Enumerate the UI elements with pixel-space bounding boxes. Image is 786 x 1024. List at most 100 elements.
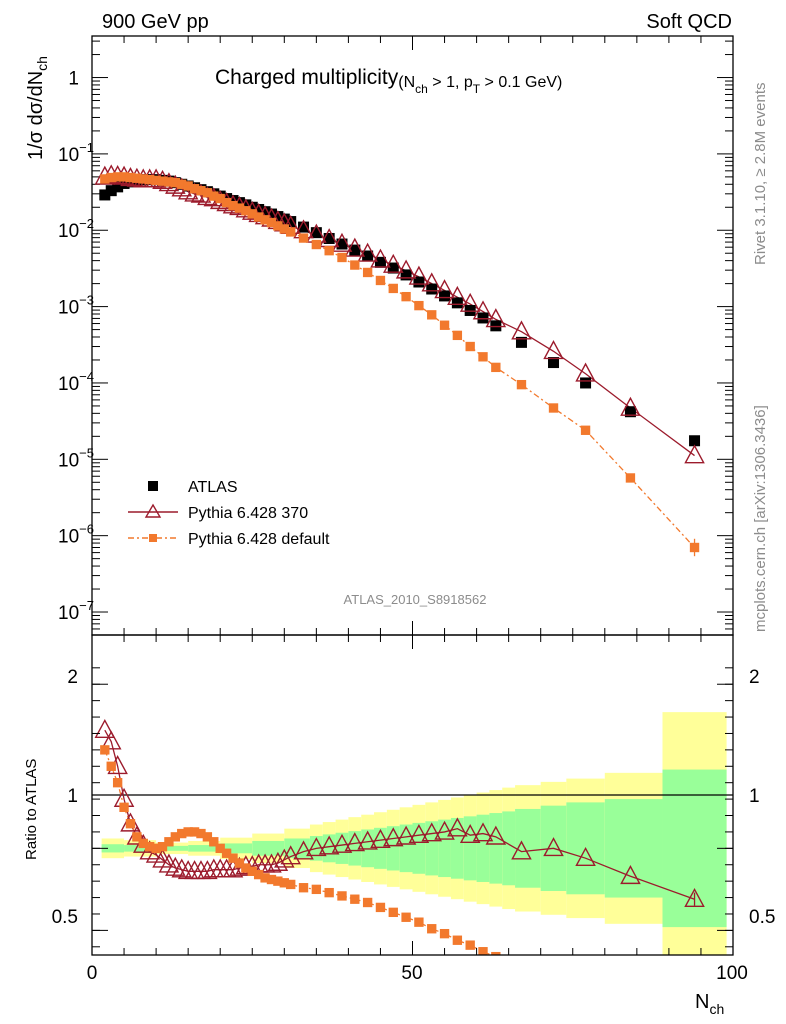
ratio-point-p370-14 xyxy=(171,858,193,878)
ratio-point-pdef-8 xyxy=(138,838,148,849)
point-atlas-53 xyxy=(426,283,438,295)
ratio-ytick-1-left: 1 xyxy=(67,786,78,807)
main-ytick-label: 10−7 xyxy=(58,598,94,624)
ratio-point-pdef-5 xyxy=(119,802,129,812)
ratio-point-p370-72 xyxy=(543,837,564,857)
point-pdef-45 xyxy=(375,275,386,286)
point-pdef-25 xyxy=(247,209,257,219)
band-green-3 xyxy=(188,845,221,852)
point-pdef-6 xyxy=(125,172,136,183)
main-y-tick-labels: 1 10−1 10−2 10−3 10−4 10−5 10−6 10−7 xyxy=(58,69,94,624)
point-atlas-45 xyxy=(374,256,386,268)
ratio-point-pdef-49 xyxy=(401,912,411,922)
ratio-point-pdef-15 xyxy=(183,827,193,837)
ratio-point-pdef-61 xyxy=(478,947,488,955)
main-ytick-label: 10−2 xyxy=(58,216,94,242)
point-atlas-27 xyxy=(259,206,271,218)
point-atlas-61 xyxy=(477,312,489,324)
point-p370-67 xyxy=(511,320,532,340)
point-atlas-25 xyxy=(246,201,258,213)
point-p370-45 xyxy=(370,248,391,268)
band-green-13 xyxy=(386,826,400,871)
ratio-point-pdef-7 xyxy=(132,832,142,842)
ratio-point-p370-47 xyxy=(382,827,404,847)
ratio-point-pdef-55 xyxy=(439,928,450,939)
ratio-point-p370-57 xyxy=(447,817,468,837)
band-green-20 xyxy=(476,814,490,882)
point-pdef-53 xyxy=(427,310,437,320)
ratio-point-pdef-31 xyxy=(286,879,296,890)
point-pdef-20 xyxy=(215,193,225,204)
point-pdef-49 xyxy=(401,291,411,302)
ratio-ytick-2-right: 2 xyxy=(749,667,760,688)
ratio-axis-ticks xyxy=(91,635,734,955)
point-pdef-33 xyxy=(298,233,309,243)
point-pdef-9 xyxy=(145,174,155,185)
point-p370-47 xyxy=(382,253,404,273)
ratio-point-p370-39 xyxy=(331,833,353,853)
point-atlas-41 xyxy=(349,244,361,256)
ratio-point-pdef-33 xyxy=(298,883,309,893)
ratio-point-pdef-57 xyxy=(452,935,463,945)
ratio-point-pdef-63 xyxy=(491,951,501,955)
point-pdef-2 xyxy=(100,174,110,184)
point-pdef-55 xyxy=(439,320,450,330)
mcplots-label: mcplots.cern.ch [arXiv:1306.3436] xyxy=(752,405,769,632)
ratio-point-pdef-20 xyxy=(215,843,225,854)
point-pdef-57 xyxy=(452,330,463,341)
point-pdef-23 xyxy=(234,203,245,213)
main-title-text: Charged multiplicity xyxy=(215,66,399,89)
band-green-15 xyxy=(412,822,426,874)
legend-label-pdef: Pythia 6.428 default xyxy=(188,531,330,548)
x-axis-label: Nch xyxy=(695,991,724,1017)
main-ytick-label: 10−5 xyxy=(58,445,94,471)
main-axis-ticks xyxy=(91,36,734,636)
point-pdef-8 xyxy=(138,174,148,184)
legend-marker-p370 xyxy=(144,503,162,518)
band-green-16 xyxy=(425,821,439,876)
ratio-point-p370-18 xyxy=(197,860,218,880)
ratio-point-pdef-9 xyxy=(145,842,155,852)
point-atlas-29 xyxy=(272,211,284,223)
point-p370-49 xyxy=(395,259,417,279)
point-pdef-61 xyxy=(478,352,488,362)
ratio-point-pdef-19 xyxy=(209,837,219,847)
main-ytick-label: 10−3 xyxy=(58,293,94,319)
point-pdef-29 xyxy=(273,221,283,231)
point-p370-41 xyxy=(344,237,366,257)
main-title: Charged multiplicity(Nch > 1, pT > 0.1 G… xyxy=(215,66,562,96)
point-pdef-51 xyxy=(414,300,424,311)
main-ytick-label: 10−4 xyxy=(58,369,94,395)
ratio-frame xyxy=(91,634,734,956)
point-pdef-15 xyxy=(183,181,193,191)
ratio-point-p370-2 xyxy=(94,718,116,739)
ratio-point-pdef-45 xyxy=(375,902,386,913)
ratio-point-p370-45 xyxy=(370,828,391,848)
ratio-point-pdef-37 xyxy=(324,887,334,898)
band-green-26 xyxy=(604,799,663,898)
point-atlas-2 xyxy=(99,189,111,201)
point-pdef-41 xyxy=(350,260,360,270)
point-atlas-23 xyxy=(233,197,245,209)
ratio-ytick-2-left: 2 xyxy=(67,667,78,688)
point-atlas-37 xyxy=(323,232,335,244)
ratio-point-p370-51 xyxy=(408,823,430,844)
ratio-point-pdef-41 xyxy=(350,894,360,904)
point-atlas-24 xyxy=(240,199,252,211)
ratio-point-p370-61 xyxy=(472,822,494,842)
band-green-21 xyxy=(489,813,503,884)
point-pdef-63 xyxy=(491,362,501,373)
point-pdef-12 xyxy=(164,177,174,187)
point-pdef-35 xyxy=(311,239,322,250)
point-atlas-49 xyxy=(400,269,412,281)
legend-marker-pdef xyxy=(149,534,157,542)
ratio-point-p370-53 xyxy=(421,822,443,842)
point-atlas-77 xyxy=(580,377,592,389)
ratio-point-p370-35 xyxy=(306,837,327,857)
point-atlas-63 xyxy=(490,320,502,332)
ratio-point-p370-3 xyxy=(100,730,122,750)
point-pdef-19 xyxy=(209,191,219,201)
point-pdef-67 xyxy=(516,379,527,390)
band-green-1 xyxy=(124,845,157,852)
band-green-22 xyxy=(502,811,516,886)
